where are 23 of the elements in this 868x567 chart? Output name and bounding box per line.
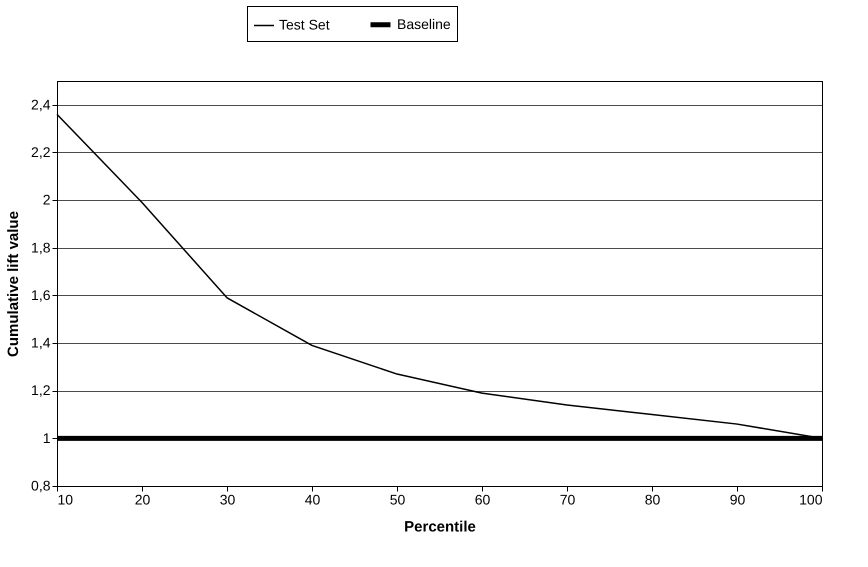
x-tick-label: 40 bbox=[304, 492, 320, 508]
x-tick-label: 20 bbox=[134, 492, 150, 508]
x-tick-label: 100 bbox=[799, 492, 823, 508]
y-tick-label: 1,4 bbox=[31, 334, 51, 351]
y-tick-label: 2 bbox=[42, 192, 51, 208]
y-tick-label: 1 bbox=[42, 430, 51, 446]
x-tick-label: 70 bbox=[560, 492, 576, 508]
legend-label: Baseline bbox=[397, 16, 451, 32]
x-tick-label: 50 bbox=[390, 492, 406, 508]
legend-label: Test Set bbox=[279, 16, 330, 32]
y-axis-title: Cumulative lift value bbox=[5, 211, 22, 357]
y-tick-label: 2,2 bbox=[31, 144, 51, 160]
y-tick-label: 2,4 bbox=[31, 96, 51, 112]
y-tick-label: 1,2 bbox=[31, 382, 51, 398]
y-tick-label: 1,8 bbox=[31, 239, 51, 256]
x-tick-label: 80 bbox=[644, 492, 660, 508]
y-tick-label: 1,6 bbox=[31, 286, 51, 303]
x-tick-label: 10 bbox=[58, 492, 74, 508]
x-tick-label: 30 bbox=[220, 492, 236, 508]
x-tick-label: 60 bbox=[474, 492, 490, 508]
x-tick-label: 90 bbox=[730, 492, 746, 508]
y-tick-label: 0,8 bbox=[31, 478, 51, 494]
x-axis-title: Percentile bbox=[404, 518, 476, 536]
